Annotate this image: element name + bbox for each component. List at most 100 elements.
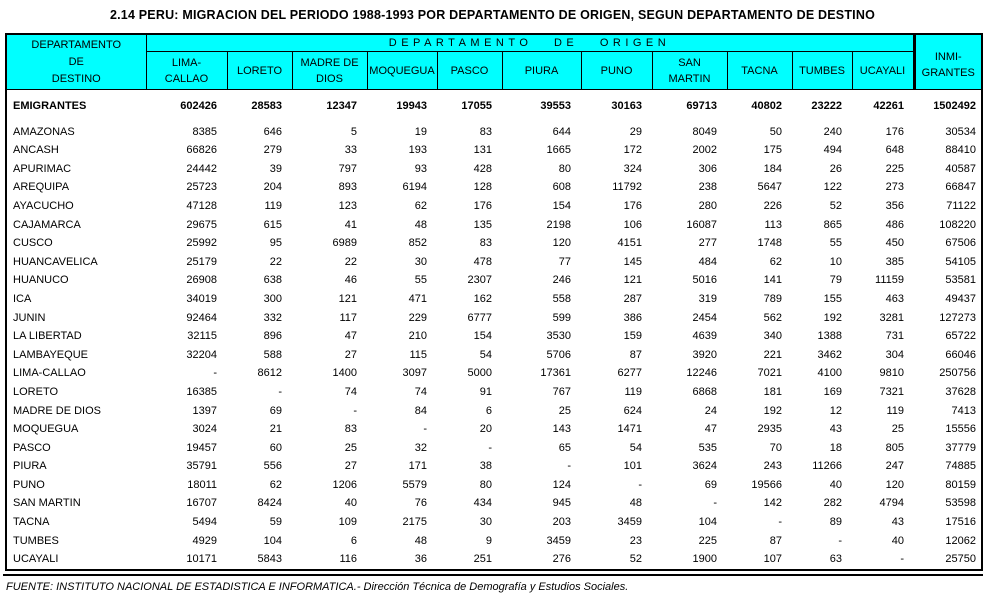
table-cell: 6868 [692,385,717,398]
table-row: PUNO 18011 62 1206 5579 80 124 - 69 19566 40 120 801… [6,476,982,495]
table-cell: 30 [414,255,427,268]
table-cell: 52 [629,553,642,566]
row-label: LIMA-CALLAO [13,367,86,380]
table-cell: 54 [629,441,642,454]
origin-department-header: DEPARTAMENTO DE ORIGEN [145,33,915,52]
table-cell: 192 [823,311,842,324]
table-cell: 119 [264,199,282,212]
table-cell: 3462 [817,348,842,361]
table-cell: 15556 [945,423,977,436]
table-cell: 159 [623,330,642,343]
table-row: AREQUIPA 25723 204 893 6194 128 608 11792 238 564… [6,178,982,197]
table-cell: 124 [552,478,571,491]
table-cell: 120 [885,478,905,491]
table-cell: 644 [552,125,571,138]
table-cell: 494 [823,144,842,157]
table-cell: 12 [829,404,842,417]
table-cell: 54105 [945,255,977,268]
table-row: AMAZONAS 8385 646 5 19 83 644 29 8049 50 240 176 305… [6,123,982,142]
table-cell: 41 [344,218,357,231]
origin-column-header-line: MOQUEGUA [369,64,435,77]
table-cell: 27 [344,348,357,361]
table-cell: 558 [552,292,571,305]
table-cell: 588 [263,348,282,361]
table-cell: 32 [414,441,427,454]
table-cell: 46 [344,274,357,287]
table-cell: 484 [698,255,717,268]
table-cell: 1900 [692,553,717,566]
source-note: FUENTE: INSTITUTO NACIONAL DE ESTADISTIC… [6,580,629,593]
page-title: 2.14 PERU: MIGRACION DEL PERIODO 1988-19… [109,8,876,22]
table-cell: 47128 [186,199,217,212]
table-cell: 893 [338,181,357,194]
table-cell: 471 [408,292,427,305]
table-cell: 797 [338,162,357,175]
table-row: PASCO 19457 60 25 32 - 65 54 535 70 18 805 37779 [6,439,982,458]
table-cell: 38 [479,460,492,473]
table-cell: 19 [414,125,427,138]
table-cell: 646 [263,125,282,138]
table-cell: 1748 [757,237,782,250]
table-cell: 27 [344,460,357,473]
table-cell: 93 [414,162,427,175]
table-cell: 49437 [945,292,977,305]
table-cell: 69 [269,404,282,417]
table-cell: 6277 [617,367,642,380]
origin-column-header-line: TUMBES [799,64,845,77]
table-cell: 176 [623,199,642,212]
origin-column-header-line: PIURA [524,64,559,77]
table-cell: 77 [558,255,571,268]
table-cell: 7321 [879,385,905,398]
table-cell: 624 [623,404,642,417]
table-cell: 37628 [945,385,977,398]
table-cell: 18 [829,441,842,454]
table-cell: 83 [479,237,492,250]
table-cell: 28583 [251,100,282,112]
table-cell: 29675 [186,218,217,231]
table-cell: 8612 [257,367,282,380]
table-row: CUSCO 25992 95 6989 852 83 120 4151 277 1748 55 450… [6,234,982,253]
table-cell: 279 [263,144,282,157]
table-cell: 243 [763,460,782,473]
origin-column-header-line: LIMA- [171,56,202,69]
table-cell: 66847 [945,181,977,194]
table-cell: 154 [473,330,492,343]
table-cell: 225 [885,162,905,175]
table-cell: 181 [763,385,782,398]
table-cell: 25750 [945,553,977,566]
table-cell: 43 [829,423,842,436]
table-cell: 731 [885,330,905,343]
table-cell: 16707 [186,497,217,510]
table-cell: 5706 [546,348,571,361]
table-cell: 74 [344,385,357,398]
table-cell: 62 [269,478,282,491]
table-cell: 17361 [540,367,571,380]
table-cell: 324 [623,162,642,175]
table-cell: 25179 [186,255,217,268]
inmigrantes-header-line: GRANTES [921,67,975,79]
table-cell: 608 [552,181,571,194]
row-label: TACNA [13,516,50,529]
table-cell: 30534 [945,125,977,138]
table-row: MOQUEGUA 3024 21 83 - 20 143 1471 47 2935 43 25 1555… [6,420,982,439]
table-cell: 6777 [467,311,492,324]
table-cell: 184 [763,162,782,175]
table-cell: - [838,534,842,547]
inmigrantes-header-line: INMI- [934,51,962,63]
table-cell: 3097 [402,367,427,380]
table-cell: 26 [829,162,842,175]
table-cell: 169 [823,385,842,398]
table-cell: 247 [885,460,905,473]
table-cell: 638 [263,274,282,287]
table-cell: 8424 [257,497,282,510]
table-cell: 30 [479,516,492,529]
table-cell: 30163 [611,100,642,112]
table-cell: 251 [473,553,492,566]
table-row: AYACUCHO 47128 119 123 62 176 154 176 280 226 52 35… [6,197,982,216]
origin-column-header: PASCO [436,51,503,90]
table-cell: 142 [763,497,782,510]
table-cell: - [278,385,282,398]
table-cell: 1502492 [933,100,977,112]
table-cell: 109 [338,516,357,529]
table-cell: 43 [891,516,905,529]
